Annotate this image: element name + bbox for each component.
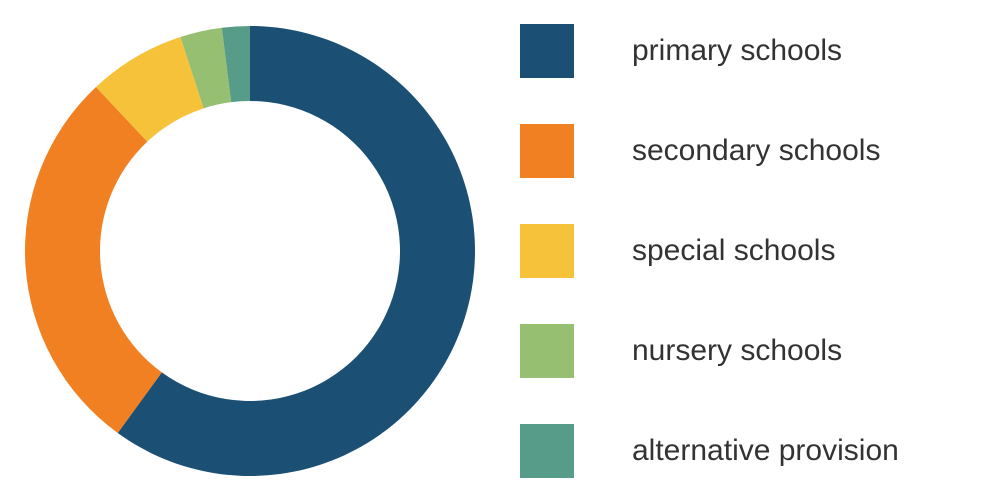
legend-item-nursery: nursery schools	[520, 324, 1000, 378]
legend-label-nursery: nursery schools	[632, 334, 842, 368]
legend-item-secondary: secondary schools	[520, 124, 1000, 178]
legend-item-primary: primary schools	[520, 24, 1000, 78]
legend-swatch-secondary	[520, 124, 574, 178]
donut-chart	[25, 26, 475, 476]
donut-chart-area	[0, 0, 500, 502]
legend-swatch-nursery	[520, 324, 574, 378]
chart-container: primary schools secondary schools specia…	[0, 0, 1000, 502]
legend-label-alternative: alternative provision	[632, 434, 899, 468]
legend-item-special: special schools	[520, 224, 1000, 278]
legend-swatch-alternative	[520, 424, 574, 478]
legend: primary schools secondary schools specia…	[500, 24, 1000, 478]
legend-item-alternative: alternative provision	[520, 424, 1000, 478]
legend-label-special: special schools	[632, 234, 835, 268]
legend-label-primary: primary schools	[632, 34, 842, 68]
donut-slices	[25, 26, 475, 476]
donut-slice-secondary	[25, 87, 162, 433]
legend-label-secondary: secondary schools	[632, 134, 880, 168]
legend-swatch-primary	[520, 24, 574, 78]
legend-swatch-special	[520, 224, 574, 278]
